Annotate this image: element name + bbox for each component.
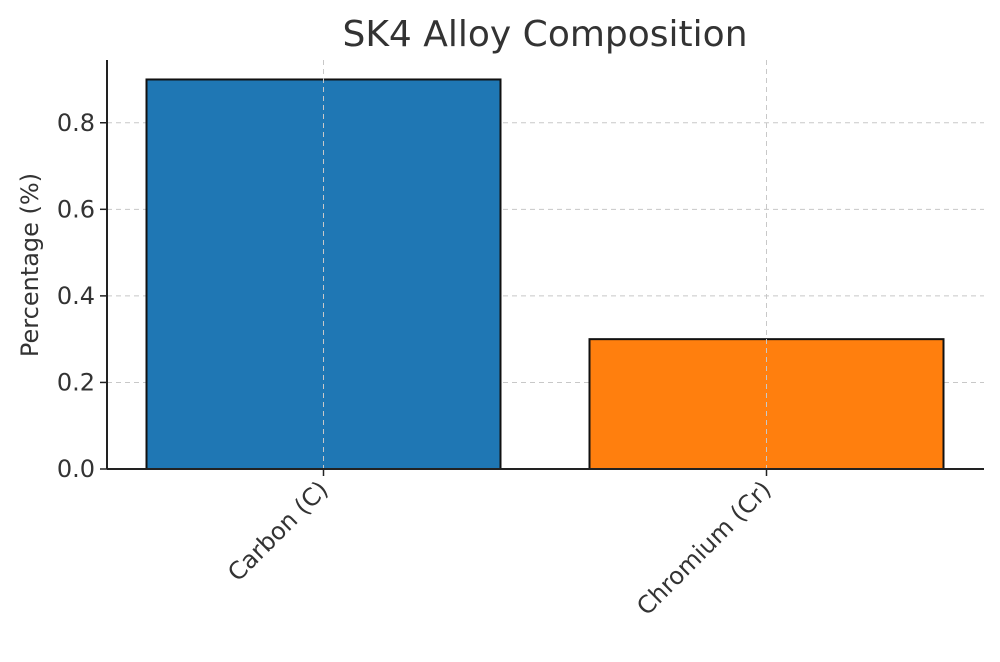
x-ticks: Carbon (C) Chromium (Cr) <box>222 469 777 621</box>
x-tick-label: Chromium (Cr) <box>631 475 776 620</box>
bar <box>145 78 502 470</box>
y-tick-label: 0.2 <box>57 368 95 396</box>
y-tick-label: 0.6 <box>57 195 95 223</box>
axes <box>106 60 984 470</box>
bars <box>145 60 945 470</box>
y-tick-label: 0.0 <box>57 455 95 483</box>
chart-title: SK4 Alloy Composition <box>342 14 747 55</box>
y-tick-label: 0.8 <box>57 109 95 137</box>
y-ticks: 0.0 0.2 0.4 0.6 0.8 <box>57 109 107 483</box>
y-axis-label: Percentage (%) <box>16 173 44 357</box>
x-tick-label: Carbon (C) <box>222 475 333 586</box>
y-tick-label: 0.4 <box>57 282 95 310</box>
